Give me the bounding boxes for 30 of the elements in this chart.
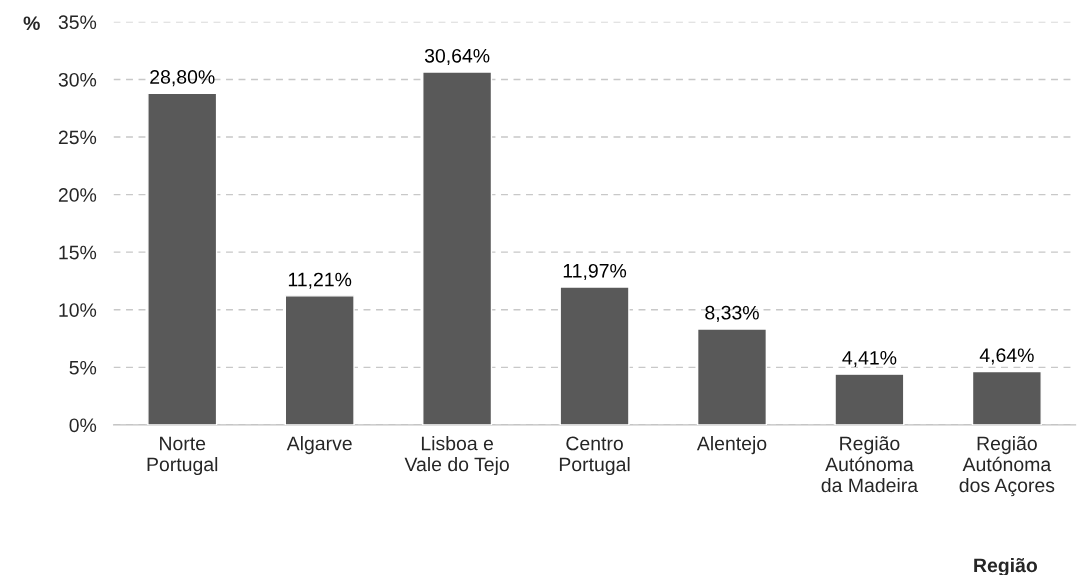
data-label: 11,21% — [288, 272, 352, 289]
y-tick-label: 25% — [58, 130, 97, 145]
x-tick-label: Norte Portugal — [147, 436, 218, 476]
y-tick-label: 30% — [58, 72, 97, 87]
x-tick-label: Algarve — [286, 436, 352, 455]
y-tick-label: 10% — [59, 303, 97, 317]
y-tick-label: 0% — [69, 418, 97, 433]
x-tick-label: Região Autónoma dos Açores — [959, 436, 1055, 497]
data-label: 4,64% — [979, 348, 1034, 365]
x-tick-label: Alentejo — [696, 436, 767, 455]
bar — [422, 71, 493, 425]
bar — [559, 286, 630, 425]
y-tick-label: 35% — [58, 15, 97, 30]
y-tick-label: 15% — [59, 245, 97, 260]
bar — [834, 373, 905, 425]
x-tick-label: Região Autónoma da Madeira — [821, 436, 919, 493]
y-axis-title: % — [23, 16, 40, 31]
bar — [696, 328, 768, 425]
data-label: 8,33% — [705, 305, 759, 322]
x-tick-label: Lisboa e Vale do Tejo — [404, 436, 509, 476]
data-label: 28,80% — [150, 70, 215, 87]
bar — [147, 92, 218, 425]
data-label: 30,64% — [424, 48, 490, 65]
data-label: 4,41% — [842, 351, 897, 368]
y-tick-label: 5% — [69, 360, 97, 375]
bar — [284, 295, 355, 425]
bar — [971, 370, 1042, 425]
data-label: 11,97% — [563, 263, 627, 280]
y-tick-label: 20% — [58, 188, 97, 202]
x-tick-label: Centro Portugal — [559, 436, 630, 476]
